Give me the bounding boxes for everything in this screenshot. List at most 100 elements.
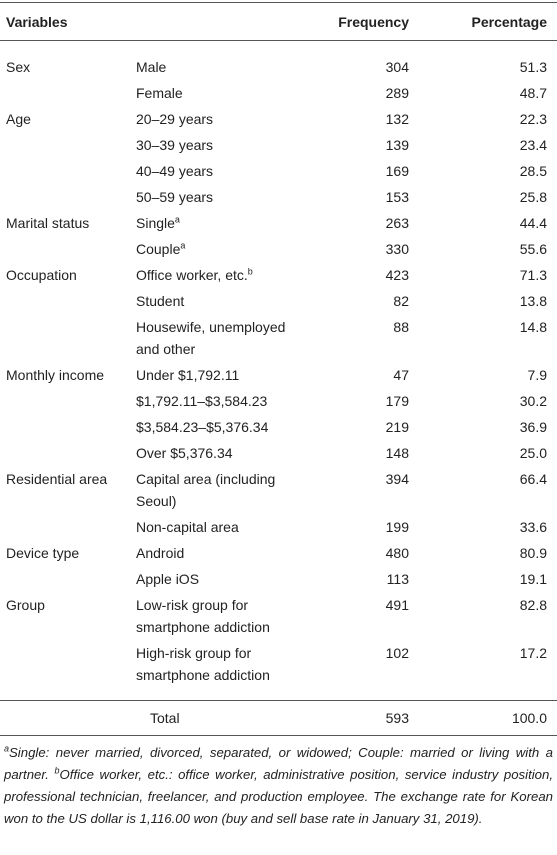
table-row: Group Low-risk group for smartphone addic…: [0, 592, 557, 640]
table-row: $1,792.11–$3,584.23 179 30.2: [0, 388, 557, 414]
item-label: $1,792.11–$3,584.23: [136, 393, 268, 409]
item-cell: Male: [136, 41, 311, 81]
group-cell: [0, 184, 136, 210]
percentage-cell: 19.1: [519, 571, 547, 587]
group-label: Marital status: [6, 215, 90, 231]
frequency-cell: 199: [385, 519, 409, 535]
table-row: 40–49 years 169 28.5: [0, 158, 557, 184]
table-row: 50–59 years 153 25.8: [0, 184, 557, 210]
group-label: Group: [6, 597, 45, 613]
frequency-cell: 102: [385, 645, 409, 661]
percentage-cell: 33.6: [519, 519, 547, 535]
percentage-cell: 30.2: [519, 393, 547, 409]
header-cell: Percentage: [409, 2, 557, 41]
group-label: Monthly income: [6, 367, 105, 383]
percentage-cell: 22.3: [519, 111, 547, 127]
group-cell: [0, 288, 136, 314]
group-label: Device type: [6, 545, 80, 561]
table-row: Residential area Capital area (including …: [0, 466, 557, 514]
group-cell: Monthly income: [0, 362, 136, 388]
frequency-cell: 148: [385, 445, 409, 461]
item-label: 20–29 years: [136, 111, 214, 127]
table-row: 30–39 years 139 23.4: [0, 132, 557, 158]
item-label: Housewife, unemployed and other: [136, 319, 286, 357]
group-cell: [0, 80, 136, 106]
item-cell: 50–59 years: [136, 184, 311, 210]
item-cell: Apple iOS: [136, 566, 311, 592]
group-cell: [0, 440, 136, 466]
note-mark: a: [174, 214, 180, 225]
item-label: Apple iOS: [136, 571, 200, 587]
item-cell: Female: [136, 80, 311, 106]
item-cell: Housewife, unemployed and other: [136, 314, 311, 362]
frequency-cell: 47: [393, 367, 409, 383]
percentage-cell: 14.8: [519, 319, 547, 335]
percentage-cell: 80.9: [519, 545, 547, 561]
total-label: Total: [136, 700, 311, 736]
group-cell: [0, 640, 136, 701]
table-row: Occupation Office worker, etc.b 423 71.3: [0, 262, 557, 288]
note-mark: a: [180, 240, 186, 251]
item-cell: Android: [136, 540, 311, 566]
table-row: Sex Male 304 51.3: [0, 41, 557, 81]
table-row: Female 289 48.7: [0, 80, 557, 106]
item-label: Non-capital area: [136, 519, 239, 535]
total-row: Total 593 100.0: [0, 700, 557, 736]
table-body: Sex Male 304 51.3 Female 289 48.7 Age 20–29 year…: [0, 41, 557, 736]
item-label: Under $1,792.11: [136, 367, 240, 383]
group-cell: [0, 566, 136, 592]
item-label: 40–49 years: [136, 163, 214, 179]
group-label: Occupation: [6, 267, 77, 283]
group-cell: [0, 132, 136, 158]
item-cell: 40–49 years: [136, 158, 311, 184]
item-label: Student: [136, 293, 185, 309]
header-row: Variables Frequency Percentage: [0, 2, 557, 41]
percentage-cell: 7.9: [527, 367, 547, 383]
item-label: 50–59 years: [136, 189, 214, 205]
table-row: $3,584.23–$5,376.34 219 36.9: [0, 414, 557, 440]
item-cell: 20–29 years: [136, 106, 311, 132]
group-cell: Group: [0, 592, 136, 640]
frequency-cell: 132: [385, 111, 409, 127]
header-cell: Variables: [0, 2, 136, 41]
table-row: Housewife, unemployed and other 88 14.8: [0, 314, 557, 362]
table-row: Couplea 330 55.6: [0, 236, 557, 262]
item-label: Couple: [136, 241, 181, 257]
item-cell: Capital area (including Seoul): [136, 466, 311, 514]
table-row: Non-capital area 199 33.6: [0, 514, 557, 540]
item-cell: Low-risk group for smartphone addiction: [136, 592, 311, 640]
item-label: $3,584.23–$5,376.34: [136, 419, 269, 435]
percentage-cell: 13.8: [519, 293, 547, 309]
group-cell: [0, 388, 136, 414]
frequency-cell: 423: [385, 267, 409, 283]
percentage-cell: 17.2: [519, 645, 547, 661]
group-cell: [0, 700, 136, 736]
percentage-cell: 66.4: [519, 471, 547, 487]
item-cell: 30–39 years: [136, 132, 311, 158]
group-cell: Residential area: [0, 466, 136, 514]
percentage-cell: 48.7: [519, 85, 547, 101]
table-row: Over $5,376.34 148 25.0: [0, 440, 557, 466]
frequency-cell: 480: [385, 545, 409, 561]
footnote-mark: b: [54, 765, 60, 776]
group-cell: Marital status: [0, 210, 136, 236]
item-cell: $1,792.11–$3,584.23: [136, 388, 311, 414]
group-cell: [0, 314, 136, 362]
item-cell: Singlea: [136, 210, 311, 236]
frequency-cell: 139: [385, 137, 409, 153]
item-label: 30–39 years: [136, 137, 214, 153]
footnote-text: Single: never married, divorced, separat…: [4, 745, 553, 782]
group-cell: [0, 414, 136, 440]
item-label: Over $5,376.34: [136, 445, 233, 461]
group-cell: [0, 514, 136, 540]
frequency-cell: 169: [385, 163, 409, 179]
item-cell: Couplea: [136, 236, 311, 262]
header-cell: Frequency: [311, 2, 409, 41]
percentage-cell: 71.3: [519, 267, 547, 283]
header-cell: [136, 2, 311, 41]
group-cell: Occupation: [0, 262, 136, 288]
group-cell: [0, 158, 136, 184]
group-label: Sex: [6, 59, 31, 75]
table-row: High-risk group for smartphone addiction…: [0, 640, 557, 701]
percentage-cell: 100.0: [409, 700, 557, 736]
